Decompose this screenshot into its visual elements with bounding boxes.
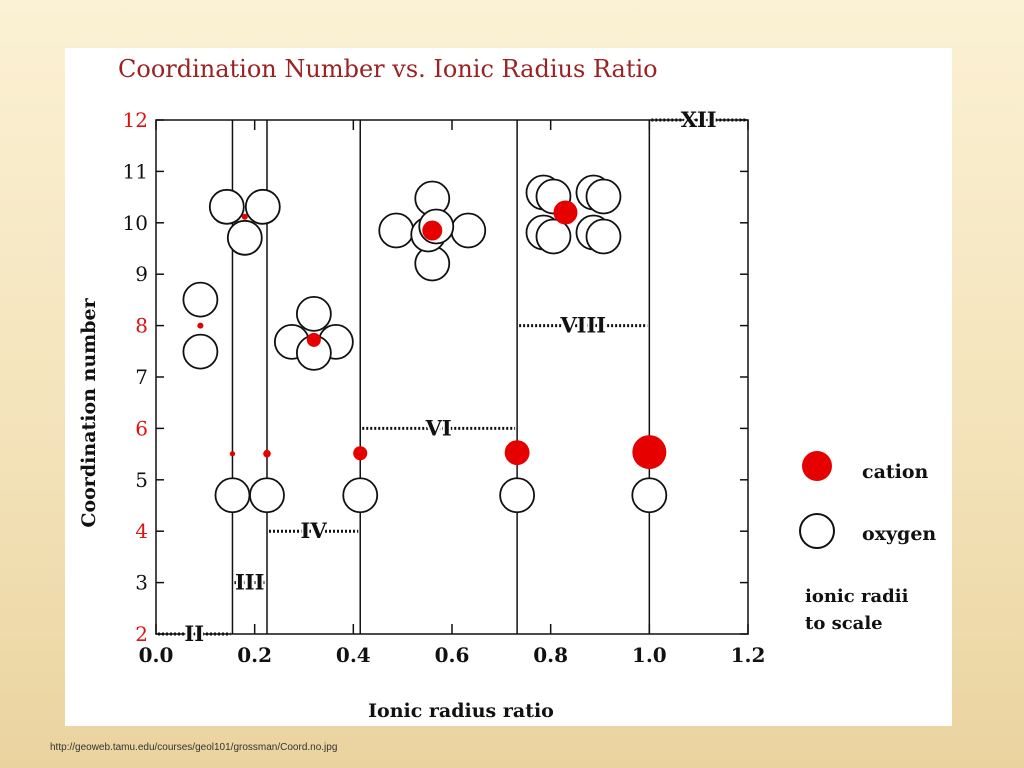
y-tick-label: 6 xyxy=(135,416,148,440)
legend-oxygen-label: oxygen xyxy=(862,523,936,545)
oxygen-ion xyxy=(182,281,219,318)
x-tick-label: 0.2 xyxy=(237,643,272,667)
y-tick-label: 12 xyxy=(123,108,148,132)
y-tick-label: 2 xyxy=(135,622,148,646)
source-url: http://geoweb.tamu.edu/courses/geol101/g… xyxy=(50,742,338,753)
cation-ion xyxy=(197,322,204,329)
oxygen-ion xyxy=(450,212,487,249)
coordination-label: VIII xyxy=(559,313,606,338)
coordination-label: II xyxy=(184,621,204,646)
oxygen-ion xyxy=(208,188,245,225)
cation-ion xyxy=(632,435,667,470)
cation-ion xyxy=(263,449,271,458)
oxygen-ion xyxy=(535,218,572,255)
x-tick-label: 0.8 xyxy=(533,643,568,667)
legend-cation-label: cation xyxy=(862,461,929,483)
y-tick-label: 5 xyxy=(135,468,148,492)
y-axis-label: Coordination number xyxy=(78,297,100,527)
oxygen-ion xyxy=(585,178,622,215)
legend: cation oxygen ionic radii to scale xyxy=(799,451,936,634)
y-tick-label: 8 xyxy=(135,314,148,338)
y-tick-label: 11 xyxy=(123,159,148,183)
scale-note-line-2: to scale xyxy=(805,613,883,634)
scale-note-line-1: ionic radii xyxy=(805,586,909,607)
coordination-label: III xyxy=(235,570,264,595)
cation-ion xyxy=(306,332,321,347)
legend-cation-marker xyxy=(802,451,832,481)
slide-panel: Coordination Number vs. Ionic Radius Rat… xyxy=(65,48,952,726)
chart-title: Coordination Number vs. Ionic Radius Rat… xyxy=(118,55,658,83)
y-tick-label: 4 xyxy=(135,519,148,543)
oxygen-ion xyxy=(214,477,251,514)
y-tick-label: 10 xyxy=(123,211,148,235)
oxygen-ion xyxy=(631,477,668,514)
x-tick-label: 0.6 xyxy=(435,643,470,667)
oxygen-ion xyxy=(585,218,622,255)
cation-ion xyxy=(241,213,248,220)
coordination-label: XII xyxy=(681,107,717,132)
plot-area: 0.0 0.2 0.4 0.6 0.8 1.0 1.223456789101112IIIII… xyxy=(123,105,766,667)
x-tick-label: 0.4 xyxy=(336,643,371,667)
cation-ion xyxy=(504,440,530,466)
coordination-label: VI xyxy=(425,415,452,440)
oxygen-ion xyxy=(226,219,263,256)
x-axis-label: Ionic radius ratio xyxy=(368,700,554,722)
oxygen-ion xyxy=(342,477,379,514)
coordination-chart: Coordination Number vs. Ionic Radius Rat… xyxy=(78,55,936,722)
x-tick-label: 0.0 xyxy=(139,643,174,667)
x-tick-label: 1.2 xyxy=(731,643,766,667)
oxygen-ion xyxy=(182,333,219,370)
plot-frame xyxy=(155,119,749,635)
x-tick-label: 1.0 xyxy=(632,643,667,667)
y-tick-label: 9 xyxy=(135,262,148,286)
cation-ion xyxy=(422,220,443,241)
oxygen-ion xyxy=(244,188,281,225)
legend-oxygen-marker xyxy=(799,513,835,549)
oxygen-ion xyxy=(295,295,332,332)
y-tick-label: 7 xyxy=(135,365,148,389)
oxygen-ion xyxy=(249,477,285,514)
cation-ion xyxy=(353,446,368,461)
cation-ion xyxy=(553,200,578,225)
oxygen-ion xyxy=(378,212,415,249)
y-tick-label: 3 xyxy=(135,571,148,595)
coordination-label: IV xyxy=(301,518,328,543)
oxygen-ion xyxy=(499,477,536,514)
cation-ion xyxy=(229,451,236,457)
